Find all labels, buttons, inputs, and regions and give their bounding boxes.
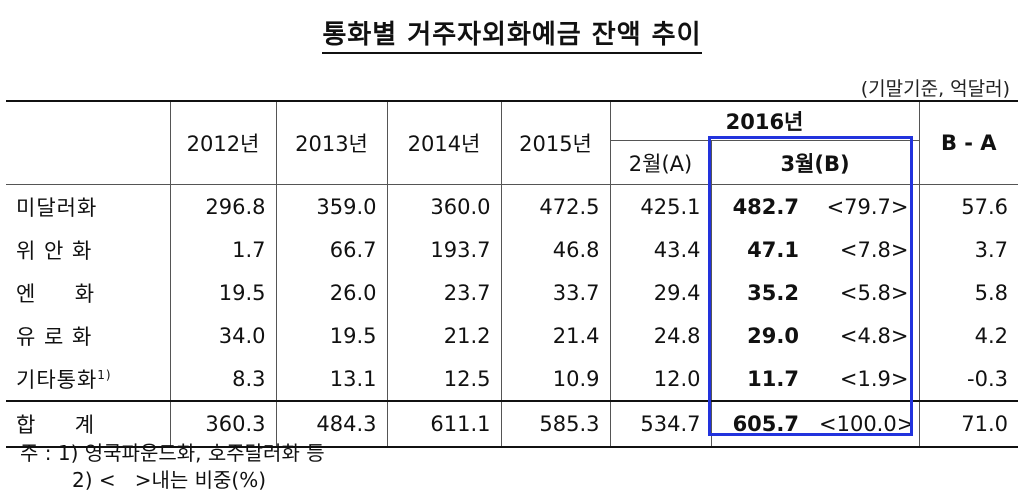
cell-mar: 482.7 bbox=[710, 184, 809, 228]
header-feb: 2월(A) bbox=[610, 140, 712, 185]
cell-diff: -0.3 bbox=[918, 357, 1019, 401]
cell-feb: 24.8 bbox=[609, 314, 712, 357]
cell-2012: 19.5 bbox=[169, 271, 277, 314]
total-2012: 360.3 bbox=[169, 400, 277, 448]
header-row-1: 2012년 2013년 2014년 2015년 2016년 B - A bbox=[6, 100, 1019, 185]
cell-mar: 47.1 bbox=[710, 228, 809, 271]
total-2013: 484.3 bbox=[275, 400, 388, 448]
row-label: 기타통화1) bbox=[6, 357, 171, 401]
cell-2013: 13.1 bbox=[275, 357, 388, 401]
cell-diff: 3.7 bbox=[918, 228, 1019, 271]
unit-label: (기말기준, 억달러) bbox=[860, 78, 1010, 100]
cell-2013: 66.7 bbox=[275, 228, 388, 271]
cell-diff: 4.2 bbox=[918, 314, 1019, 357]
row-label: 엔 화 bbox=[6, 271, 171, 314]
row-label: 미달러화 bbox=[6, 184, 171, 228]
row-label: 유 로 화 bbox=[6, 314, 171, 357]
table-row: 기타통화1) 8.3 13.1 12.5 10.9 12.0 11.7 <1.9… bbox=[6, 357, 1019, 401]
cell-2014: 12.5 bbox=[386, 357, 502, 401]
footnote-1: 주 : 1) 영국파운드화, 호주달러화 등 bbox=[20, 441, 325, 465]
cell-2014: 21.2 bbox=[386, 314, 502, 357]
total-mar: 605.7 bbox=[710, 400, 809, 448]
cell-2012: 8.3 bbox=[169, 357, 277, 401]
row-label: 위 안 화 bbox=[6, 228, 171, 271]
table-row: 위 안 화 1.7 66.7 193.7 46.8 43.4 47.1 <7.8… bbox=[6, 228, 1019, 271]
header-year-2016: 2016년 bbox=[609, 100, 920, 141]
cell-feb: 43.4 bbox=[609, 228, 712, 271]
header-year-2014: 2014년 bbox=[386, 100, 502, 185]
header-year-2013: 2013년 bbox=[275, 100, 388, 185]
cell-mar: 35.2 bbox=[710, 271, 809, 314]
cell-2012: 1.7 bbox=[169, 228, 277, 271]
footnotes: 주 : 1) 영국파운드화, 호주달러화 등 2) < >내는 비중(%) bbox=[20, 440, 325, 494]
cell-mar: 29.0 bbox=[710, 314, 809, 357]
table-row: 엔 화 19.5 26.0 23.7 33.7 29.4 35.2 <5.8> … bbox=[6, 271, 1019, 314]
cell-2015: 21.4 bbox=[500, 314, 611, 357]
total-2015: 585.3 bbox=[500, 400, 611, 448]
total-row: 합 계 360.3 484.3 611.1 585.3 534.7 605.7 … bbox=[6, 400, 1019, 448]
cell-2015: 33.7 bbox=[500, 271, 611, 314]
cell-2012: 296.8 bbox=[169, 184, 277, 228]
total-share: <100.0> bbox=[809, 400, 920, 448]
cell-2013: 26.0 bbox=[275, 271, 388, 314]
cell-feb: 12.0 bbox=[609, 357, 712, 401]
footnote-marker: 1) bbox=[97, 367, 112, 382]
cell-2015: 472.5 bbox=[500, 184, 611, 228]
cell-2013: 19.5 bbox=[275, 314, 388, 357]
table-row: 미달러화 296.8 359.0 360.0 472.5 425.1 482.7… bbox=[6, 184, 1019, 228]
header-corner bbox=[6, 100, 171, 185]
cell-share: <79.7> bbox=[809, 184, 920, 228]
header-row-2: 2월(A) 3월(B) bbox=[6, 140, 1018, 185]
cell-2012: 34.0 bbox=[169, 314, 277, 357]
total-feb: 534.7 bbox=[609, 400, 712, 448]
cell-feb: 425.1 bbox=[609, 184, 712, 228]
cell-share: <4.8> bbox=[809, 314, 920, 357]
cell-mar: 11.7 bbox=[710, 357, 809, 401]
header-year-2012: 2012년 bbox=[169, 100, 277, 185]
header-diff: B - A bbox=[918, 100, 1019, 185]
total-diff: 71.0 bbox=[918, 400, 1019, 448]
cell-feb: 29.4 bbox=[609, 271, 712, 314]
deposit-balance-table: 2012년 2013년 2014년 2015년 2016년 B - A 2월(A… bbox=[6, 100, 1019, 448]
cell-2014: 360.0 bbox=[386, 184, 502, 228]
cell-2014: 23.7 bbox=[386, 271, 502, 314]
cell-2015: 10.9 bbox=[500, 357, 611, 401]
cell-share: <1.9> bbox=[809, 357, 920, 401]
header-mar: 3월(B) bbox=[710, 140, 920, 185]
cell-share: <5.8> bbox=[809, 271, 920, 314]
footnote-2: 2) < >내는 비중(%) bbox=[72, 468, 267, 492]
cell-diff: 57.6 bbox=[918, 184, 1019, 228]
cell-2014: 193.7 bbox=[386, 228, 502, 271]
page-title: 통화별 거주자외화예금 잔액 추이 bbox=[0, 14, 1024, 54]
total-label: 합 계 bbox=[6, 400, 171, 448]
cell-diff: 5.8 bbox=[918, 271, 1019, 314]
cell-2015: 46.8 bbox=[500, 228, 611, 271]
table-row: 유 로 화 34.0 19.5 21.2 21.4 24.8 29.0 <4.8… bbox=[6, 314, 1019, 357]
cell-2013: 359.0 bbox=[275, 184, 388, 228]
total-2014: 611.1 bbox=[386, 400, 502, 448]
header-year-2015: 2015년 bbox=[500, 100, 611, 185]
cell-share: <7.8> bbox=[809, 228, 920, 271]
